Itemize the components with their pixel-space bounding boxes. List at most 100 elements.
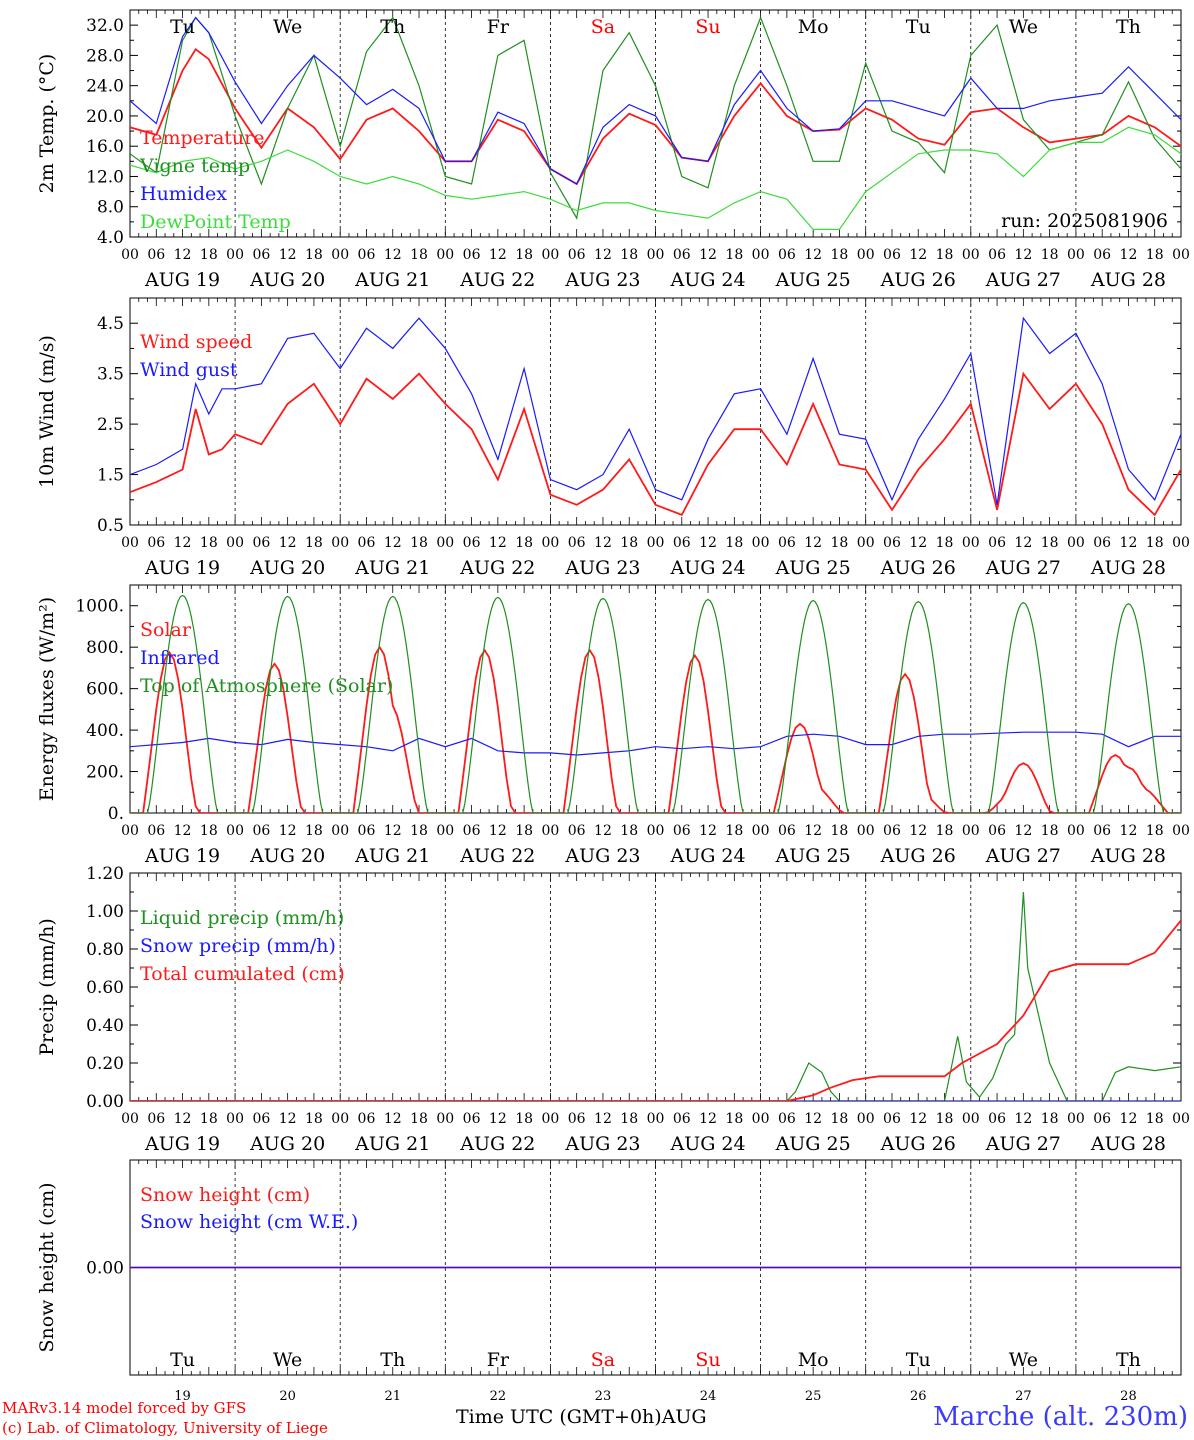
y-tick-label: 0.60 (86, 978, 124, 998)
x-hour-label: 06 (1093, 1111, 1111, 1127)
x-date-label: AUG 27 (985, 557, 1061, 579)
x-hour-label: 12 (804, 247, 822, 263)
x-hour-label: 12 (174, 535, 192, 551)
x-hour-label: 00 (752, 823, 770, 839)
y-tick-label: 0.80 (86, 940, 124, 960)
x-hour-label: 12 (594, 823, 612, 839)
x-date-label: AUG 27 (985, 1133, 1061, 1155)
x-date-label: AUG 26 (880, 557, 956, 579)
x-date-label: AUG 21 (354, 845, 430, 867)
x-hour-label: 12 (1014, 535, 1032, 551)
month-label: AUG (661, 1406, 707, 1428)
x-date-label: AUG 28 (1090, 845, 1166, 867)
x-hour-label: 00 (436, 535, 454, 551)
x-date-label: AUG 20 (249, 557, 325, 579)
weekday-label-bottom: We (273, 1349, 302, 1371)
x-hour-label: 18 (515, 247, 533, 263)
x-hour-label: 00 (962, 535, 980, 551)
x-hour-label: 06 (358, 247, 376, 263)
x-hour-label: 06 (568, 247, 586, 263)
y-tick-label: 24.0 (86, 77, 124, 97)
x-hour-label: 18 (1146, 823, 1164, 839)
x-date-label: AUG 28 (1090, 1133, 1166, 1155)
day-number-label: 22 (490, 1389, 507, 1404)
x-date-label: AUG 19 (144, 1133, 220, 1155)
x-hour-label: 12 (1014, 247, 1032, 263)
x-hour-label: 00 (331, 535, 349, 551)
x-hour-label: 12 (1014, 1111, 1032, 1127)
x-hour-label: 00 (331, 823, 349, 839)
x-hour-label: 06 (463, 1111, 481, 1127)
y-tick-label: 4.5 (97, 314, 124, 334)
x-hour-label: 12 (909, 1111, 927, 1127)
x-hour-label: 18 (305, 247, 323, 263)
series-line-temperature (130, 47, 1181, 186)
x-hour-label: 06 (252, 1111, 270, 1127)
series-line-wind-gust (130, 316, 1181, 505)
x-date-label: AUG 20 (249, 845, 325, 867)
y-axis-label: 2m Temp. (°C) (36, 54, 58, 194)
x-hour-label: 00 (541, 247, 559, 263)
x-hour-label: 00 (857, 1111, 875, 1127)
x-date-label: AUG 25 (775, 1133, 851, 1155)
x-hour-label: 12 (1120, 1111, 1138, 1127)
x-hour-label: 18 (620, 247, 638, 263)
x-hour-label: 00 (121, 823, 139, 839)
panel-precip (129, 872, 1182, 1102)
weekday-label-top: Sa (591, 16, 615, 38)
x-hour-label: 06 (568, 535, 586, 551)
x-date-label: AUG 23 (564, 269, 640, 291)
x-hour-label: 18 (620, 535, 638, 551)
x-hour-label: 12 (489, 823, 507, 839)
x-hour-label: 18 (200, 823, 218, 839)
x-date-label: AUG 26 (880, 845, 956, 867)
y-axis-label: Precip (mm/h) (36, 918, 58, 1056)
x-hour-label: 18 (725, 823, 743, 839)
x-hour-label: 00 (226, 823, 244, 839)
panel-wind (129, 297, 1182, 526)
x-hour-label: 00 (331, 1111, 349, 1127)
weekday-label-bottom: Th (1116, 1349, 1141, 1371)
x-date-label: AUG 22 (459, 269, 535, 291)
x-hour-label: 12 (804, 1111, 822, 1127)
x-hour-label: 12 (384, 535, 402, 551)
x-hour-label: 00 (647, 823, 665, 839)
x-hour-label: 06 (988, 823, 1006, 839)
x-date-label: AUG 21 (354, 269, 430, 291)
x-date-label: AUG 26 (880, 1133, 956, 1155)
x-hour-label: 18 (200, 1111, 218, 1127)
y-tick-label: 800. (86, 638, 124, 658)
x-date-label: AUG 22 (459, 1133, 535, 1155)
x-hour-label: 18 (831, 247, 849, 263)
series-line-humidex (130, 16, 1181, 185)
x-hour-label: 00 (226, 247, 244, 263)
x-hour-label: 18 (725, 247, 743, 263)
x-hour-label: 06 (147, 247, 165, 263)
series-line-solar (130, 645, 1181, 813)
x-hour-label: 18 (1041, 823, 1059, 839)
legend-entry: Vigne temp (139, 155, 250, 177)
y-tick-label: 0. (108, 804, 124, 824)
weekday-label-bottom: Su (695, 1349, 720, 1371)
x-hour-label: 06 (358, 823, 376, 839)
x-hour-label: 12 (909, 247, 927, 263)
x-hour-label: 06 (673, 247, 691, 263)
x-hour-label: 12 (279, 823, 297, 839)
time-axis-title: Time UTC (GMT+0h)AUG (456, 1406, 707, 1428)
series-line-top-of-atmosphere-solar- (130, 594, 1181, 813)
x-hour-label: 18 (1041, 247, 1059, 263)
x-hour-label: 18 (410, 247, 428, 263)
x-date-label: AUG 24 (669, 269, 745, 291)
x-hour-label: 00 (541, 823, 559, 839)
x-date-label: AUG 24 (669, 1133, 745, 1155)
x-date-label: AUG 25 (775, 845, 851, 867)
x-date-label: AUG 19 (144, 269, 220, 291)
x-hour-label: 00 (436, 823, 454, 839)
y-tick-label: 1.5 (97, 466, 124, 486)
x-hour-label: 00 (226, 1111, 244, 1127)
x-date-label: AUG 28 (1090, 269, 1166, 291)
x-hour-label: 12 (594, 535, 612, 551)
weekday-label-bottom: Sa (591, 1349, 615, 1371)
series-line-dewpoint-temp (130, 126, 1181, 230)
